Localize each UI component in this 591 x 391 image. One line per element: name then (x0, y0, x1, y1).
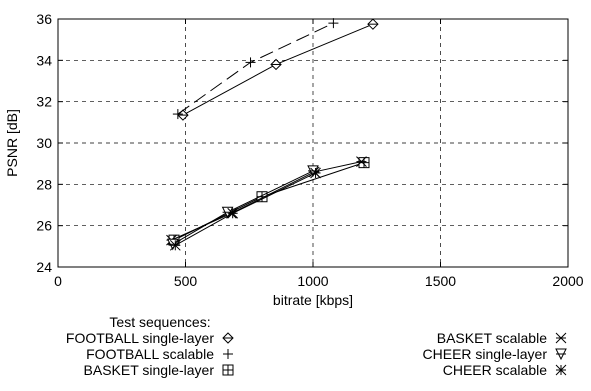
series-5 (169, 167, 321, 251)
y-tick-label: 32 (36, 94, 52, 110)
data-point (310, 167, 321, 179)
series-0 (177, 18, 379, 121)
data-point (227, 207, 239, 219)
y-tick-label: 24 (36, 259, 52, 275)
legend-label: FOOTBALL scalable (86, 346, 214, 362)
data-point (169, 239, 181, 251)
y-tick-label: 30 (36, 135, 52, 151)
x-axis-ticks: 0 500 1000 1500 2000 (54, 19, 584, 289)
legend-entry: BASKET scalable (437, 330, 567, 346)
data-point (172, 109, 183, 120)
legend-entry: CHEER scalable (443, 362, 567, 378)
grid (58, 19, 568, 267)
legend-title: Test sequences: (109, 314, 210, 330)
data-point (356, 156, 367, 167)
x-tick-label: 1500 (425, 273, 456, 289)
series-line (171, 161, 362, 241)
y-tick-label: 34 (36, 52, 52, 68)
legend-entry: BASKET single-layer (84, 362, 234, 378)
legend-marker (223, 349, 233, 359)
legend-label: CHEER single-layer (423, 346, 548, 362)
x-tick-label: 500 (174, 273, 198, 289)
series-layer (166, 18, 379, 251)
series-line (175, 172, 316, 246)
y-tick-label: 28 (36, 176, 52, 192)
data-point (245, 57, 256, 68)
y-tick-label: 26 (36, 218, 52, 234)
y-axis-label: PSNR [dB] (4, 109, 20, 177)
legend-marker (555, 332, 567, 344)
series-1 (172, 18, 339, 120)
x-tick-label: 1000 (297, 273, 328, 289)
data-point (177, 109, 189, 121)
legend-marker (222, 332, 234, 344)
series-line (177, 22, 334, 115)
legend-marker (222, 364, 234, 376)
series-line (173, 162, 365, 241)
x-tick-label: 2000 (552, 273, 583, 289)
x-tick-label: 0 (54, 273, 62, 289)
legend-marker (555, 348, 567, 361)
legend-label: CHEER scalable (443, 362, 547, 378)
data-point (328, 18, 339, 29)
legend: Test sequences: FOOTBALL single-layerFOO… (66, 314, 567, 378)
legend-label: BASKET scalable (437, 330, 547, 346)
x-axis-label: bitrate [kbps] (273, 292, 353, 308)
legend-label: FOOTBALL single-layer (66, 330, 214, 346)
y-axis-ticks: 24 26 28 30 32 34 36 (36, 11, 568, 275)
legend-entry: FOOTBALL single-layer (66, 330, 234, 346)
legend-entry: CHEER single-layer (423, 346, 567, 362)
data-point (367, 18, 379, 30)
data-point (270, 58, 282, 71)
y-tick-label: 36 (36, 11, 52, 27)
legend-marker (555, 364, 567, 376)
data-point (221, 206, 234, 219)
legend-entry: FOOTBALL scalable (86, 346, 233, 362)
legend-label: BASKET single-layer (84, 362, 215, 378)
